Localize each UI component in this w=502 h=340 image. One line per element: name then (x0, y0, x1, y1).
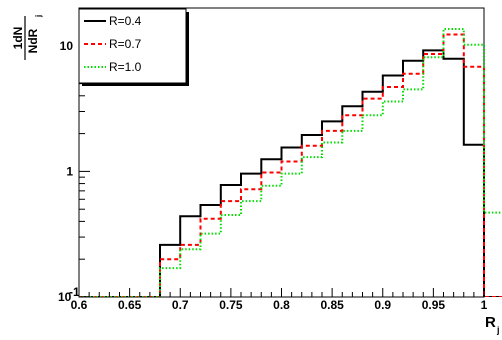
y-tick-label: 1 (66, 164, 73, 178)
y-tick-label: 10 (60, 39, 74, 53)
y-tick-label-exponent: -1 (69, 285, 80, 299)
x-tick-label: 0.7 (172, 298, 189, 312)
y-axis-title-numerator: 1dN (11, 27, 25, 50)
legend-label: R=0.7 (109, 37, 142, 51)
series-line-r-0-4 (79, 49, 502, 297)
x-axis-title: R (485, 314, 496, 331)
y-axis-title: 1dN NdR j (11, 15, 43, 60)
y-tick-label: 10 (58, 290, 72, 304)
x-tick-label: 1 (481, 298, 488, 312)
x-tick-label: 0.9 (374, 298, 391, 312)
legend-label: R=0.4 (109, 14, 142, 28)
x-tick-label: 0.85 (320, 298, 344, 312)
x-tick-label: 0.95 (422, 298, 446, 312)
x-tick-label: 0.8 (273, 298, 290, 312)
legend-label: R=1.0 (109, 60, 142, 74)
y-axis-title-denominator: NdR (26, 28, 40, 53)
legend: R=0.4 R=0.7 R=1.0 (78, 8, 189, 86)
x-axis-title-subscript: j (496, 325, 500, 335)
y-axis-title-subscript: j (34, 15, 43, 18)
x-tick-label: 0.6 (71, 298, 88, 312)
x-tick-label: 0.75 (219, 298, 243, 312)
x-tick-label: 0.65 (118, 298, 142, 312)
series-layer (79, 28, 502, 297)
